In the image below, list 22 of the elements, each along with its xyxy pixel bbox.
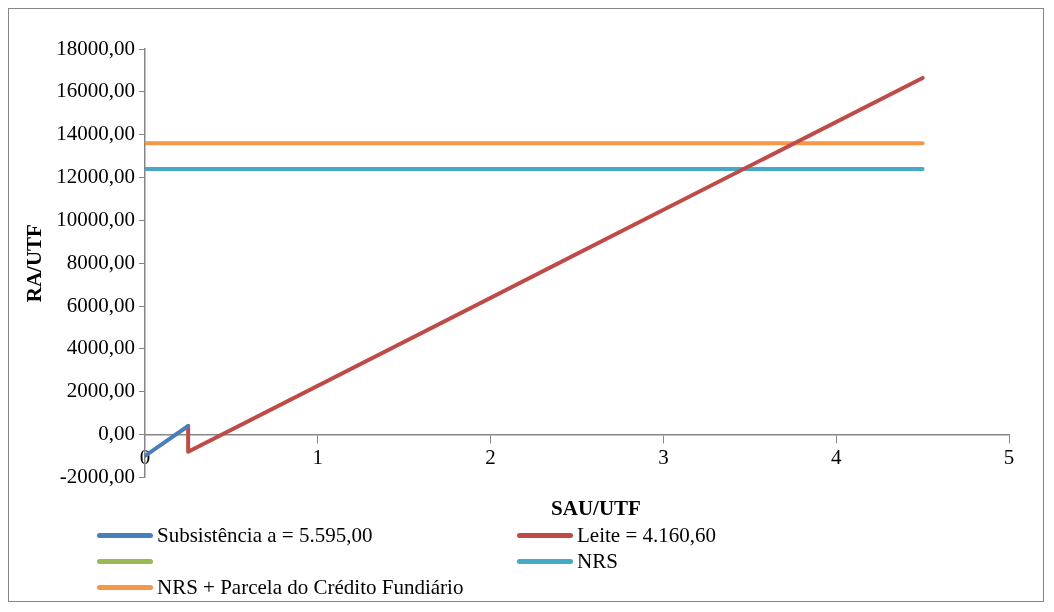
x-tick-label: 5 — [1003, 444, 1015, 469]
legend-label: NRS — [577, 548, 618, 574]
y-tick-label: 10000,00 — [56, 206, 135, 231]
y-tick-label: 16000,00 — [56, 78, 135, 103]
x-axis-title: SAU/UTF — [550, 495, 642, 522]
legend-label: Subsistência a = 5.595,00 — [157, 522, 373, 548]
x-tick-label: 1 — [312, 444, 324, 469]
y-tick-label: 12000,00 — [56, 164, 135, 189]
y-tick-label: 18000,00 — [56, 35, 135, 60]
y-tick-label: 2000,00 — [66, 378, 135, 403]
y-tick-label: 4000,00 — [66, 335, 135, 360]
y-tick-label: 14000,00 — [56, 121, 135, 146]
legend-label: Leite = 4.160,60 — [577, 522, 716, 548]
y-tick-label: 0,00 — [98, 421, 135, 446]
x-tick-label: 3 — [658, 444, 669, 469]
y-tick-label: -2000,00 — [59, 463, 135, 488]
y-tick-label: 6000,00 — [66, 292, 135, 317]
y-axis-title: RA/UTF — [22, 224, 47, 303]
legend-label: NRS + Parcela do Crédito Fundiário — [157, 574, 464, 600]
x-tick-label: 4 — [830, 444, 842, 469]
y-tick-label: 8000,00 — [66, 249, 135, 274]
x-tick-label: 2 — [485, 444, 496, 469]
